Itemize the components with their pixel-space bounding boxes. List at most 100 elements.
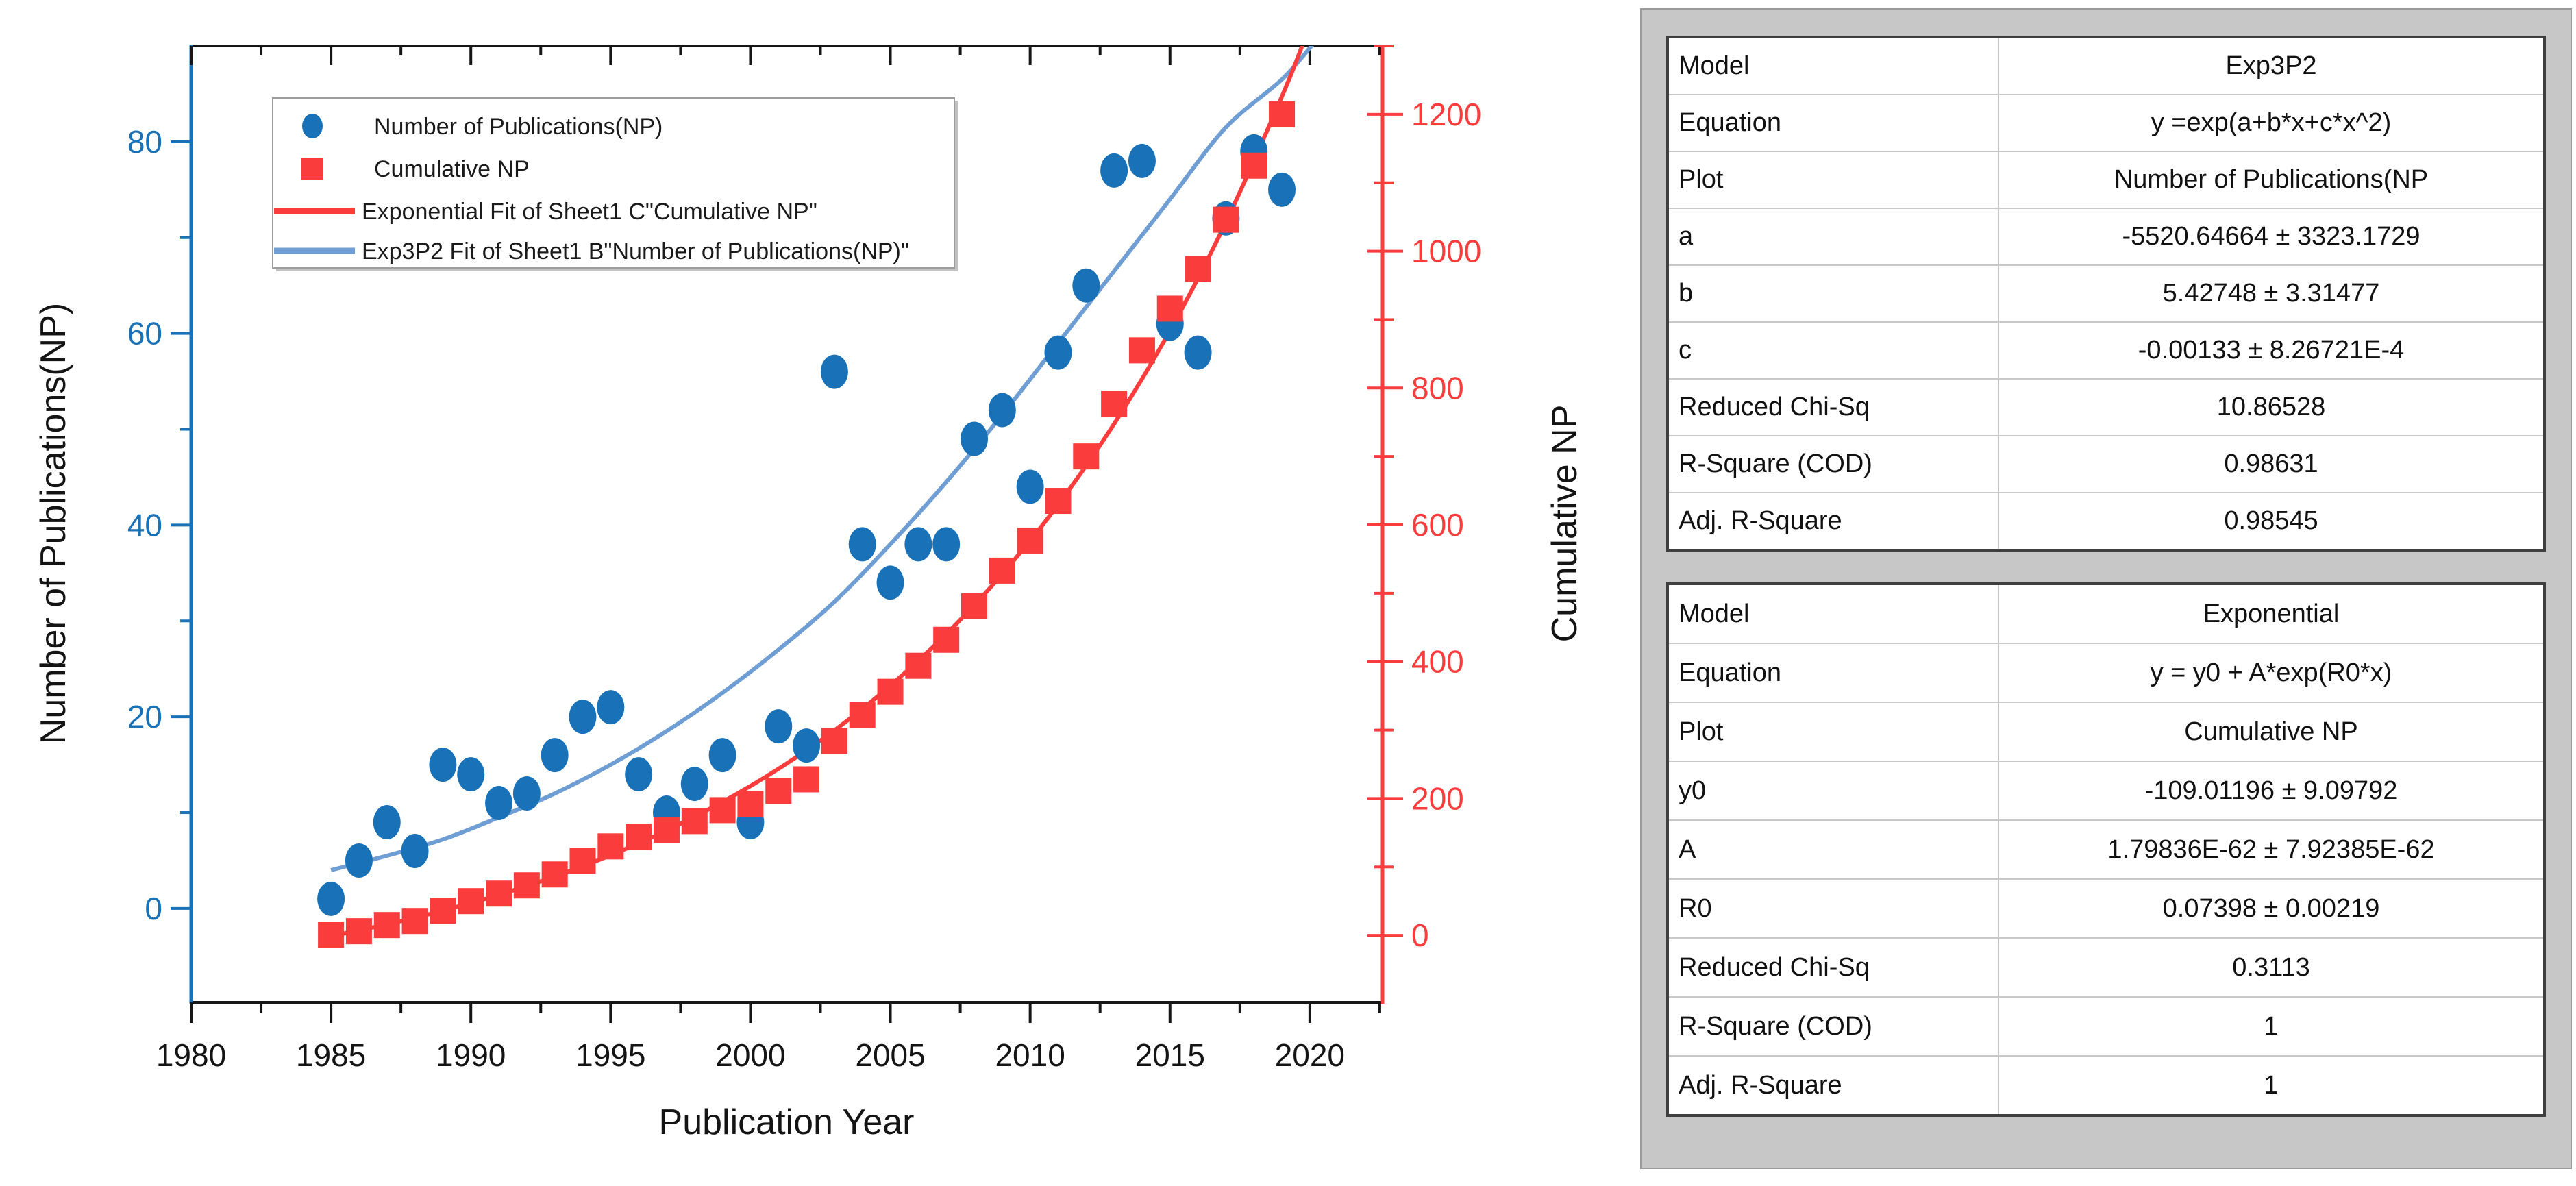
cumulative-data-point: [933, 626, 960, 653]
table-cell-value: -0.00133 ± 8.26721E-4: [1998, 321, 2545, 380]
table-cell-value: 1.79836E-62 ± 7.92385E-62: [1998, 819, 2545, 880]
np-data-point: [765, 709, 793, 744]
table-row: Equation y = y0 + A*exp(R0*x): [1667, 643, 2545, 703]
legend-item: Exponential Fit of Sheet1 C"Cumulative N…: [274, 199, 817, 225]
right-axis-tick-label: 400: [1411, 644, 1464, 680]
left-axis-tick-label: 20: [127, 699, 162, 734]
table-cell-value: 0.98631: [1998, 435, 2545, 493]
cumulative-data-point: [486, 880, 512, 907]
np-data-point: [848, 527, 876, 562]
table-cell-label: Equation: [1667, 94, 1999, 152]
np-data-point: [597, 690, 625, 725]
cumulative-data-point: [597, 833, 624, 860]
table-row: Plot Cumulative NP: [1667, 702, 2545, 762]
table-cell-label: Reduced Chi-Sq: [1667, 937, 1999, 998]
cumulative-data-point: [1073, 443, 1100, 470]
table-cell-label: Adj. R-Square: [1667, 1055, 1999, 1116]
table-cell-value: 0.07398 ± 0.00219: [1998, 878, 2545, 939]
legend-box: [272, 97, 955, 269]
right-axis-tick-label: 0: [1411, 917, 1429, 953]
cumulative-data-point: [653, 817, 680, 843]
np-data-point: [904, 527, 932, 562]
fit-table-exponential: Model Exponential Equation y = y0 + A*exp(R…: [1666, 582, 2546, 1117]
table-cell-value: Exponential: [1998, 583, 2545, 644]
right-axis-tick-label: 1000: [1411, 234, 1481, 269]
np-data-point: [512, 776, 541, 811]
table-cell-label: b: [1667, 264, 1999, 323]
legend-item: Number of Publications(NP): [302, 114, 662, 140]
legend-item: Exp3P2 Fit of Sheet1 B"Number of Publica…: [274, 238, 909, 264]
x-axis-tick-label: 1995: [575, 1037, 645, 1073]
np-data-point: [345, 843, 373, 878]
cumulative-data-point: [989, 557, 1015, 584]
table-cell-label: Plot: [1667, 702, 1999, 762]
right-axis-tick-label: 1200: [1411, 97, 1481, 132]
cumulative-data-point: [849, 702, 876, 728]
np-data-point: [401, 833, 429, 868]
legend-circle-marker: [302, 114, 323, 138]
table-cell-value: Number of Publications(NP: [1998, 151, 2545, 209]
cumulative-data-point: [877, 678, 904, 705]
right-axis-tick-label: 200: [1411, 780, 1464, 816]
legend-item-label: Exp3P2 Fit of Sheet1 B"Number of Publica…: [362, 238, 909, 264]
table-cell-label: Adj. R-Square: [1667, 492, 1999, 551]
table-cell-label: Reduced Chi-Sq: [1667, 378, 1999, 436]
left-axis-tick-label: 80: [127, 124, 162, 160]
fit-table-exp3p2: Model Exp3P2 Equation y =exp(a+b*x+c*x^2) Pl…: [1666, 36, 2546, 552]
fit-results-panel: Model Exp3P2 Equation y =exp(a+b*x+c*x^2) Pl…: [1640, 8, 2572, 1169]
legend-square-marker: [301, 158, 323, 180]
table-row: b 5.42748 ± 3.31477: [1667, 264, 2545, 323]
x-axis-tick-label: 2005: [855, 1037, 925, 1073]
cumulative-data-point: [626, 824, 652, 850]
table-row: a -5520.64664 ± 3323.1729: [1667, 208, 2545, 266]
np-data-point: [876, 565, 904, 600]
np-data-point: [932, 527, 961, 562]
table-cell-label: R-Square (COD): [1667, 996, 1999, 1057]
np-data-point: [625, 757, 653, 792]
table-cell-value: y = y0 + A*exp(R0*x): [1998, 643, 2545, 703]
x-axis-tick-label: 1990: [436, 1037, 506, 1073]
cumulative-data-point: [513, 872, 540, 899]
cumulative-data-point: [905, 652, 932, 679]
cumulative-data-point: [318, 922, 345, 948]
cumulative-data-point: [961, 593, 988, 619]
np-data-point: [680, 767, 708, 802]
np-data-point: [485, 786, 513, 821]
table-cell-value: -109.01196 ± 9.09792: [1998, 761, 2545, 821]
cumulative-data-point: [1185, 256, 1211, 282]
table-cell-label: a: [1667, 208, 1999, 266]
np-data-point: [988, 393, 1016, 428]
cumulative-data-point: [458, 888, 484, 915]
np-data-point: [708, 738, 736, 773]
table-row: c -0.00133 ± 8.26721E-4: [1667, 321, 2545, 380]
table-cell-label: A: [1667, 819, 1999, 880]
table-cell-value: 0.3113: [1998, 937, 2545, 998]
table-row: Adj. R-Square 0.98545: [1667, 492, 2545, 551]
cumulative-data-point: [1241, 152, 1267, 179]
table-cell-value: 1: [1998, 996, 2545, 1057]
table-cell-label: Model: [1667, 583, 1999, 644]
x-axis-tick-label: 2000: [715, 1037, 785, 1073]
cumulative-data-point: [1045, 488, 1072, 515]
table-cell-value: Exp3P2: [1998, 36, 2545, 95]
cumulative-data-point: [709, 797, 736, 824]
table-cell-value: 0.98545: [1998, 492, 2545, 551]
np-data-point: [373, 805, 401, 840]
table-row: A 1.79836E-62 ± 7.92385E-62: [1667, 819, 2545, 880]
cumulative-data-point: [793, 766, 820, 793]
cumulative-data-point: [1156, 295, 1183, 322]
cumulative-data-point: [765, 778, 792, 804]
cumulative-data-point: [1269, 101, 1296, 127]
table-row: Equation y =exp(a+b*x+c*x^2): [1667, 94, 2545, 152]
table-cell-value: y =exp(a+b*x+c*x^2): [1998, 94, 2545, 152]
x-axis-tick-label: 1985: [296, 1037, 366, 1073]
cumulative-data-point: [681, 808, 708, 835]
np-data-point: [1044, 335, 1072, 370]
table-cell-value: 5.42748 ± 3.31477: [1998, 264, 2545, 323]
cumulative-data-point: [569, 848, 596, 874]
legend-item-label: Number of Publications(NP): [374, 114, 662, 140]
x-axis-tick-label: 1980: [156, 1037, 226, 1073]
y-axis-title-right: Cumulative NP: [1545, 404, 1585, 643]
cumulative-data-point: [541, 861, 568, 888]
cumulative-data-point: [1017, 527, 1043, 554]
